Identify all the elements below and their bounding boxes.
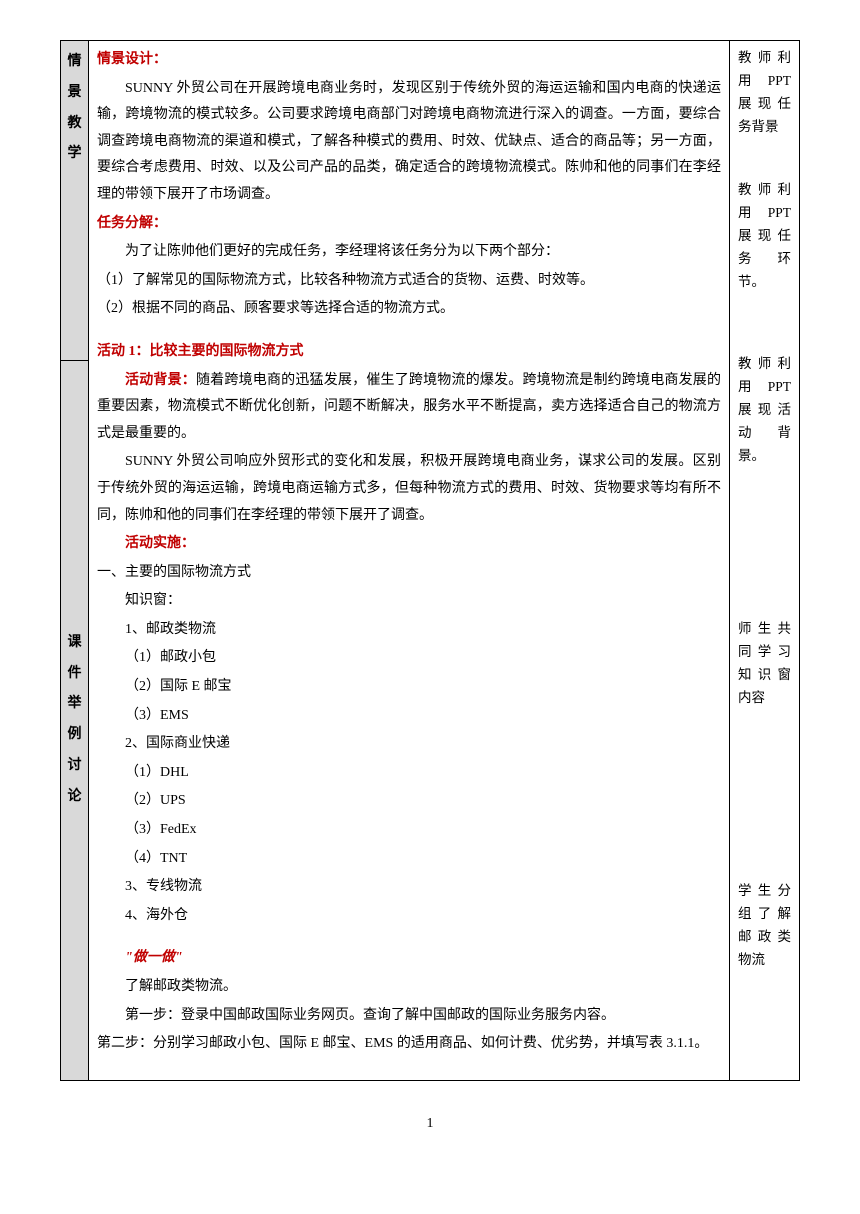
task-intro: 为了让陈帅他们更好的完成任务，李经理将该任务分为以下两个部分： xyxy=(97,239,721,266)
right-note-3: 教师利用 PPT展现活动 背景。 xyxy=(738,353,791,468)
right-note-5: 学生分组了解邮政类物流 xyxy=(738,880,791,972)
k2a: （1）DHL xyxy=(97,760,721,787)
k2c: （3）FedEx xyxy=(97,817,721,844)
k3: 3、专线物流 xyxy=(97,874,721,901)
right-note-2: 教师利用 PPT展现任务 环节。 xyxy=(738,179,791,294)
doit-title-text: "做一做" xyxy=(125,950,183,965)
activity1-impl-label: 活动实施： xyxy=(125,536,195,551)
spacer xyxy=(97,325,721,339)
k2d: （4）TNT xyxy=(97,846,721,873)
activity1-sec1: 一、主要的国际物流方式 xyxy=(97,560,721,587)
k1c: （3）EMS xyxy=(97,703,721,730)
left-label-2: 课件举例讨论 xyxy=(69,367,80,1074)
activity1-bg-label: 活动背景： xyxy=(125,373,196,388)
spacer xyxy=(97,931,721,945)
doit-step2: 第二步：分别学习邮政小包、国际 E 邮宝、EMS 的适用商品、如何计费、优劣势，… xyxy=(97,1031,721,1058)
activity1-bg-p1: 活动背景：随着跨境电商的迅猛发展，催生了跨境物流的爆发。跨境物流是制约跨境电商发… xyxy=(97,368,721,448)
activity1-impl: 活动实施： xyxy=(97,531,721,558)
left-label-cell: 情景教学 xyxy=(61,41,89,361)
k1a: （1）邮政小包 xyxy=(97,645,721,672)
task-heading-text: 任务分解： xyxy=(97,216,167,231)
scenario-heading-text: 情景设计： xyxy=(97,52,167,67)
right-note-4: 师生共同学习知识窗内容 xyxy=(738,618,791,710)
activity1-title: 活动 1：比较主要的国际物流方式 xyxy=(97,339,721,366)
main-content-cell: 情景设计： SUNNY 外贸公司在开展跨境电商业务时，发现区别于传统外贸的海运运… xyxy=(89,41,730,1081)
scenario-heading: 情景设计： xyxy=(97,47,721,74)
activity1-title-text: 活动 1：比较主要的国际物流方式 xyxy=(97,344,304,359)
doit-title: "做一做" xyxy=(97,945,721,972)
task-item-2: （2）根据不同的商品、顾客要求等选择合适的物流方式。 xyxy=(97,296,721,323)
lesson-plan-table: 情景教学 情景设计： SUNNY 外贸公司在开展跨境电商业务时，发现区别于传统外… xyxy=(60,40,800,1081)
table-row: 情景教学 情景设计： SUNNY 外贸公司在开展跨境电商业务时，发现区别于传统外… xyxy=(61,41,800,361)
k2: 2、国际商业快递 xyxy=(97,731,721,758)
spacer xyxy=(97,1060,721,1074)
activity1-bg-p2: SUNNY 外贸公司响应外贸形式的变化和发展，积极开展跨境电商业务，谋求公司的发… xyxy=(97,449,721,529)
right-note-1: 教师利用 PPT展现任务背景 xyxy=(738,47,791,139)
k1b: （2）国际 E 邮宝 xyxy=(97,674,721,701)
k2b: （2）UPS xyxy=(97,788,721,815)
left-label-cell-2: 课件举例讨论 xyxy=(61,360,89,1080)
doit-step1: 第一步：登录中国邮政国际业务网页。查询了解中国邮政的国际业务服务内容。 xyxy=(97,1003,721,1030)
knowledge-label: 知识窗： xyxy=(97,588,721,615)
task-heading: 任务分解： xyxy=(97,211,721,238)
scenario-body: SUNNY 外贸公司在开展跨境电商业务时，发现区别于传统外贸的海运运输和国内电商… xyxy=(97,76,721,209)
doit-intro: 了解邮政类物流。 xyxy=(97,974,721,1001)
k1: 1、邮政类物流 xyxy=(97,617,721,644)
task-item-1: （1）了解常见的国际物流方式，比较各种物流方式适合的货物、运费、时效等。 xyxy=(97,268,721,295)
k4: 4、海外仓 xyxy=(97,903,721,930)
page-number: 1 xyxy=(60,1111,800,1138)
right-notes-cell: 教师利用 PPT展现任务背景 教师利用 PPT展现任务 环节。 教师利用 PPT… xyxy=(730,41,800,1081)
left-label-1: 情景教学 xyxy=(69,47,80,170)
